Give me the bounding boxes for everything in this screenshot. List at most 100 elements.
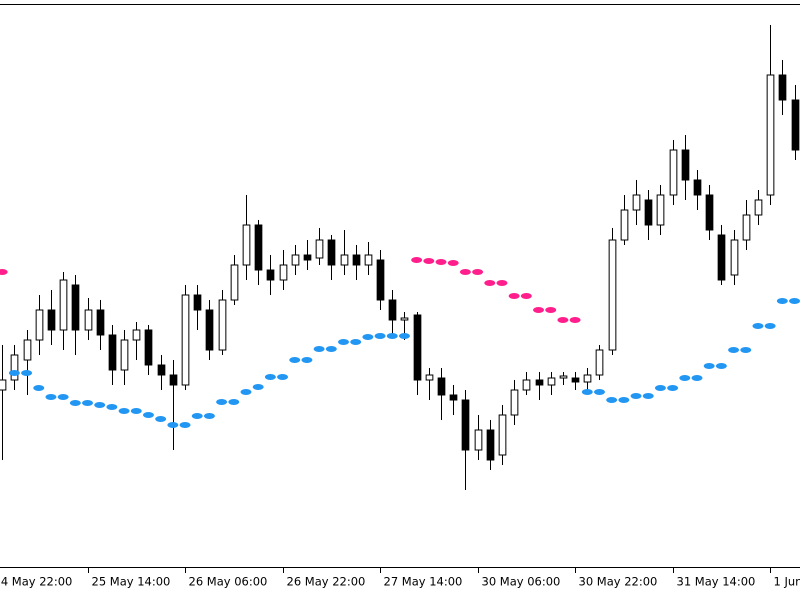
sar-dot — [423, 258, 435, 264]
sar-dot — [728, 347, 740, 353]
candle-body — [315, 239, 324, 259]
sar-dot — [447, 260, 459, 266]
candle-body — [656, 194, 665, 226]
candle-body — [510, 389, 519, 416]
sar-dot — [789, 298, 800, 304]
candle-body — [376, 259, 385, 301]
sar-dot — [557, 317, 569, 323]
sar-dot — [484, 280, 496, 286]
sar-dot — [581, 389, 593, 395]
sar-dot — [411, 257, 423, 263]
sar-dot — [667, 385, 679, 391]
sar-dot — [8, 370, 20, 376]
candle-body — [717, 234, 726, 281]
candle-body — [303, 254, 312, 261]
x-tick-label: 26 May 06:00 — [189, 575, 268, 589]
x-tick-label: 27 May 14:00 — [384, 575, 463, 589]
candle-body — [0, 379, 7, 391]
candle-body — [766, 74, 775, 196]
candle-body — [474, 429, 483, 451]
candle-body — [254, 224, 263, 271]
sar-dot — [142, 412, 154, 418]
candle-body — [461, 399, 470, 451]
sar-dot — [350, 339, 362, 345]
candle-body — [608, 239, 617, 351]
sar-dot — [362, 334, 374, 340]
candle-body — [778, 74, 787, 101]
sar-dot — [45, 394, 57, 400]
x-tick-label: 24 May 22:00 — [0, 575, 72, 589]
sar-dot — [264, 374, 276, 380]
candle-body — [71, 284, 80, 331]
sar-dot — [289, 357, 301, 363]
candle-body — [340, 254, 349, 266]
sar-dot — [325, 346, 337, 352]
sar-dot — [69, 400, 81, 406]
candle-body — [59, 279, 68, 331]
sar-dot — [21, 370, 33, 376]
sar-dot — [545, 307, 557, 313]
sar-dot — [776, 298, 788, 304]
candle-body — [388, 299, 397, 321]
candle-body — [669, 149, 678, 196]
candle-body — [144, 329, 153, 366]
candle-body — [486, 429, 495, 461]
sar-dot — [228, 399, 240, 405]
candle-body — [132, 329, 141, 341]
candle-body — [23, 339, 32, 361]
candle-body — [522, 379, 531, 391]
sar-dot — [618, 397, 630, 403]
candle-body — [84, 309, 93, 331]
sar-dot — [33, 385, 45, 391]
sar-dot — [338, 339, 350, 345]
candle-body — [291, 254, 300, 266]
candle-body — [120, 339, 129, 371]
sar-dot — [94, 402, 106, 408]
candle-body — [705, 194, 714, 231]
candle-body — [157, 364, 166, 376]
candle-body — [205, 309, 214, 351]
sar-dot — [740, 347, 752, 353]
candle-body — [47, 309, 56, 331]
sar-dot — [130, 408, 142, 414]
sar-dot — [508, 293, 520, 299]
candle-body — [620, 209, 629, 241]
sar-dot — [496, 280, 508, 286]
sar-dot — [0, 269, 8, 275]
candle-body — [681, 149, 690, 181]
sar-dot — [569, 317, 581, 323]
candle-body — [742, 214, 751, 241]
candle-body — [242, 224, 251, 266]
candle-body — [108, 334, 117, 371]
sar-dot — [179, 422, 191, 428]
candle-body — [352, 254, 361, 266]
candle-body — [498, 414, 507, 456]
sar-dot — [57, 394, 69, 400]
sar-dot — [752, 323, 764, 329]
candle-body — [693, 179, 702, 196]
candle-body — [437, 377, 446, 396]
candle-body — [559, 375, 568, 379]
candle-body — [425, 374, 434, 381]
x-tick-label: 1 Jun 06:00 — [774, 575, 800, 589]
sar-dot — [472, 269, 484, 275]
sar-dot — [240, 389, 252, 395]
candle-body — [535, 379, 544, 386]
sar-dot — [386, 333, 398, 339]
sar-dot — [630, 393, 642, 399]
candle-body — [754, 199, 763, 216]
candle-body — [279, 264, 288, 281]
sar-dot — [691, 375, 703, 381]
x-tick-label: 26 May 22:00 — [287, 575, 366, 589]
candle-body — [730, 239, 739, 276]
sar-dot — [715, 363, 727, 369]
candle-body — [791, 99, 800, 151]
sar-dot — [167, 422, 179, 428]
candle-body — [364, 254, 373, 266]
sar-dot — [301, 357, 313, 363]
candle-body — [181, 294, 190, 386]
candle-body — [266, 269, 275, 281]
